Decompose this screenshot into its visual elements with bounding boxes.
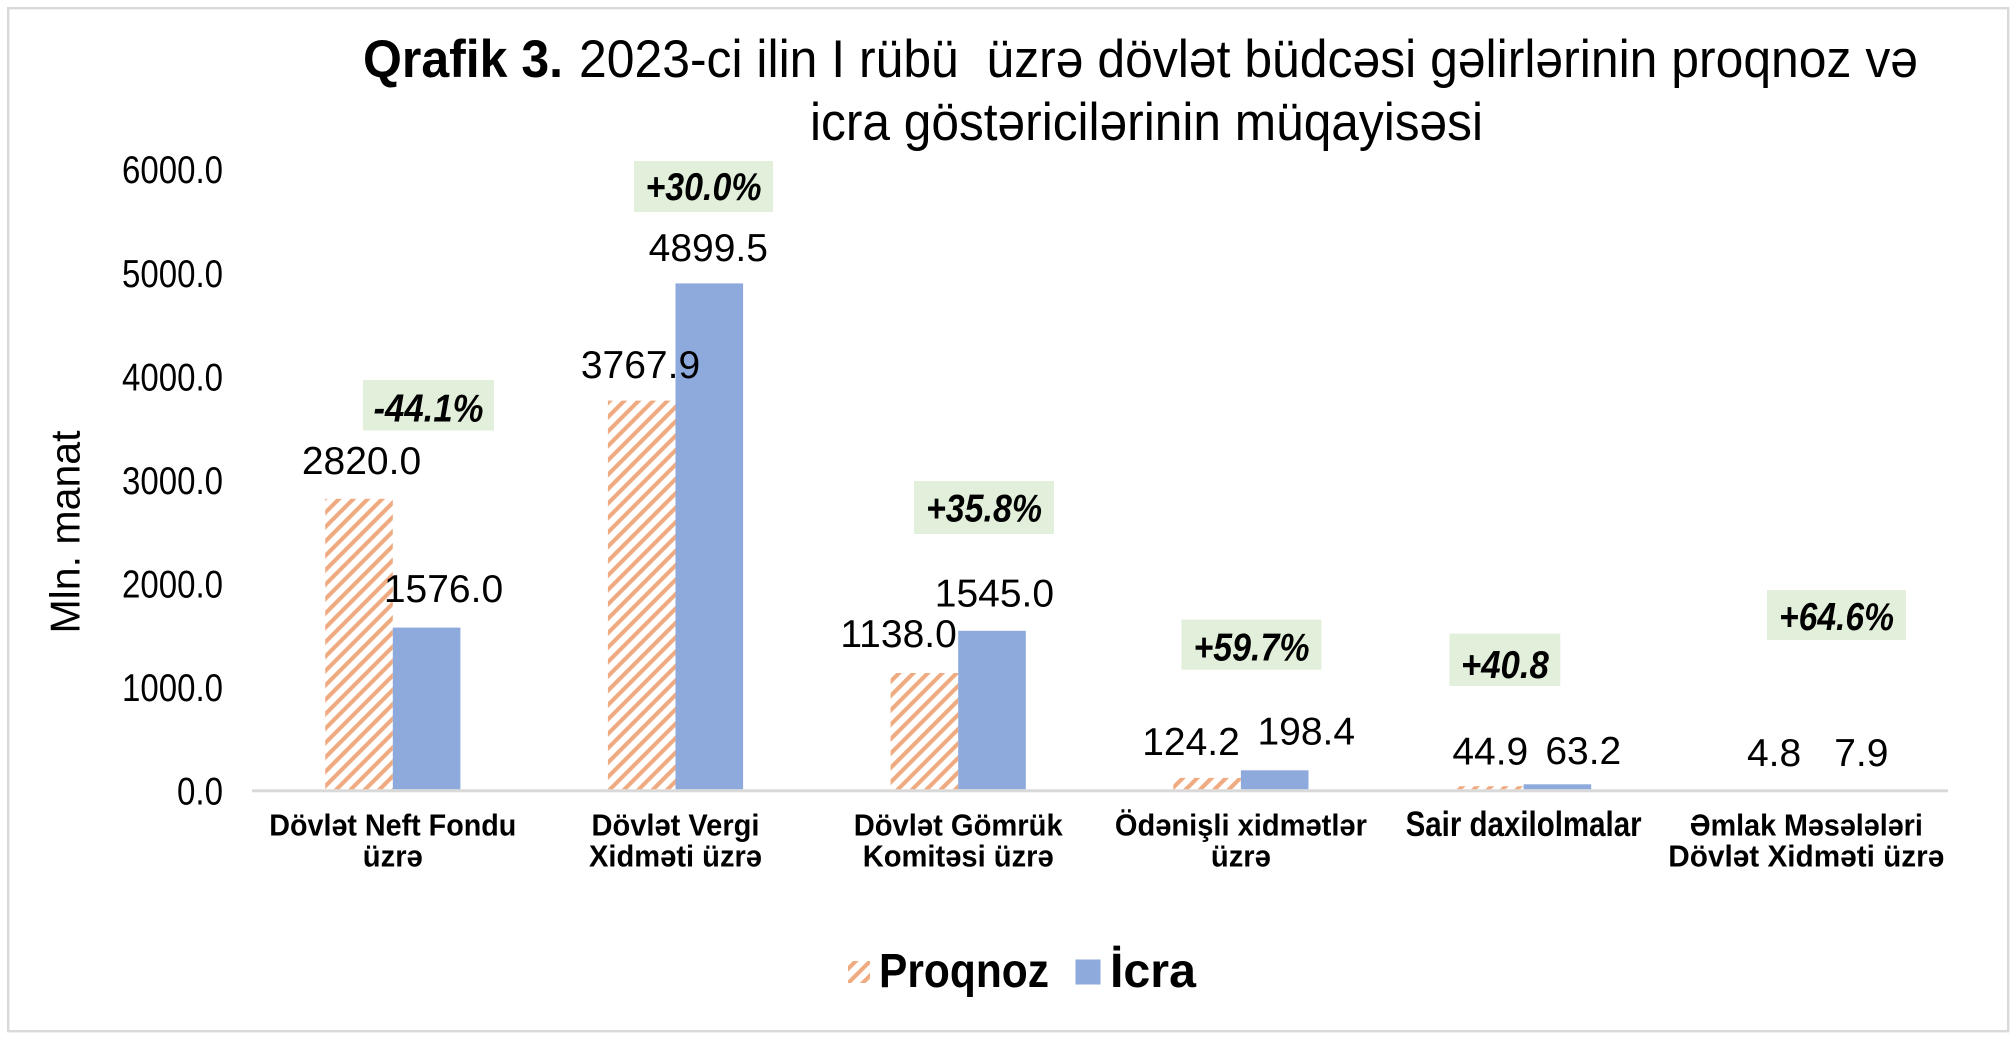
svg-text:1576.0: 1576.0 — [384, 568, 503, 611]
svg-text:Qrafik 3.: Qrafik 3. — [363, 30, 563, 89]
svg-text:Sair daxilolmalar: Sair daxilolmalar — [1406, 805, 1642, 844]
svg-text:Dövlət Neft Fondu: Dövlət Neft Fondu — [269, 808, 516, 843]
svg-text:2023-ci ilin I rübü üzrə dövl: 2023-ci ilin I rübü üzrə dövlət büdcəsi … — [579, 30, 1918, 89]
svg-text:-44.1%: -44.1% — [374, 388, 484, 431]
svg-text:Xidməti üzrə: Xidməti üzrə — [589, 839, 762, 874]
svg-text:Əmlak Məsələləri: Əmlak Məsələləri — [1690, 808, 1923, 843]
svg-text:+40.8: +40.8 — [1461, 644, 1549, 687]
svg-text:icra göstəricilərinin müqayisə: icra göstəricilərinin müqayisəsi — [810, 93, 1483, 152]
svg-text:Dövlət Xidməti üzrə: Dövlət Xidməti üzrə — [1668, 839, 1944, 874]
svg-text:üzrə: üzrə — [1211, 839, 1271, 874]
svg-text:üzrə: üzrə — [363, 839, 423, 874]
svg-text:3000.0: 3000.0 — [122, 460, 223, 503]
svg-text:+64.6%: +64.6% — [1779, 596, 1894, 639]
svg-text:2820.0: 2820.0 — [302, 440, 421, 483]
svg-text:63.2: 63.2 — [1545, 730, 1621, 773]
svg-text:4899.5: 4899.5 — [649, 227, 768, 270]
svg-text:6000.0: 6000.0 — [122, 149, 223, 192]
svg-text:124.2: 124.2 — [1142, 721, 1240, 764]
svg-text:Ödənişli xidmətlər: Ödənişli xidmətlər — [1115, 808, 1367, 843]
svg-text:0.0: 0.0 — [177, 771, 223, 814]
svg-text:5000.0: 5000.0 — [122, 253, 223, 296]
svg-text:1545.0: 1545.0 — [935, 572, 1054, 615]
svg-text:3767.9: 3767.9 — [581, 344, 700, 387]
svg-text:Proqnoz: Proqnoz — [879, 945, 1049, 998]
svg-text:7.9: 7.9 — [1834, 732, 1888, 775]
svg-text:1000.0: 1000.0 — [122, 667, 223, 710]
svg-text:Dövlət Gömrük: Dövlət Gömrük — [854, 808, 1064, 843]
svg-text:4.8: 4.8 — [1747, 732, 1801, 775]
svg-text:Dövlət Vergi: Dövlət Vergi — [592, 808, 760, 843]
svg-text:198.4: 198.4 — [1257, 711, 1355, 754]
svg-text:2000.0: 2000.0 — [122, 563, 223, 606]
svg-text:Mln. manat: Mln. manat — [42, 430, 89, 633]
svg-text:1138.0: 1138.0 — [840, 613, 956, 656]
svg-text:+30.0%: +30.0% — [646, 166, 762, 209]
svg-text:+59.7%: +59.7% — [1194, 626, 1310, 669]
svg-text:4000.0: 4000.0 — [122, 356, 223, 399]
svg-text:44.9: 44.9 — [1452, 731, 1528, 774]
svg-text:Komitəsi üzrə: Komitəsi üzrə — [863, 839, 1054, 874]
svg-text:İcra: İcra — [1110, 945, 1196, 998]
svg-text:+35.8%: +35.8% — [926, 487, 1042, 530]
